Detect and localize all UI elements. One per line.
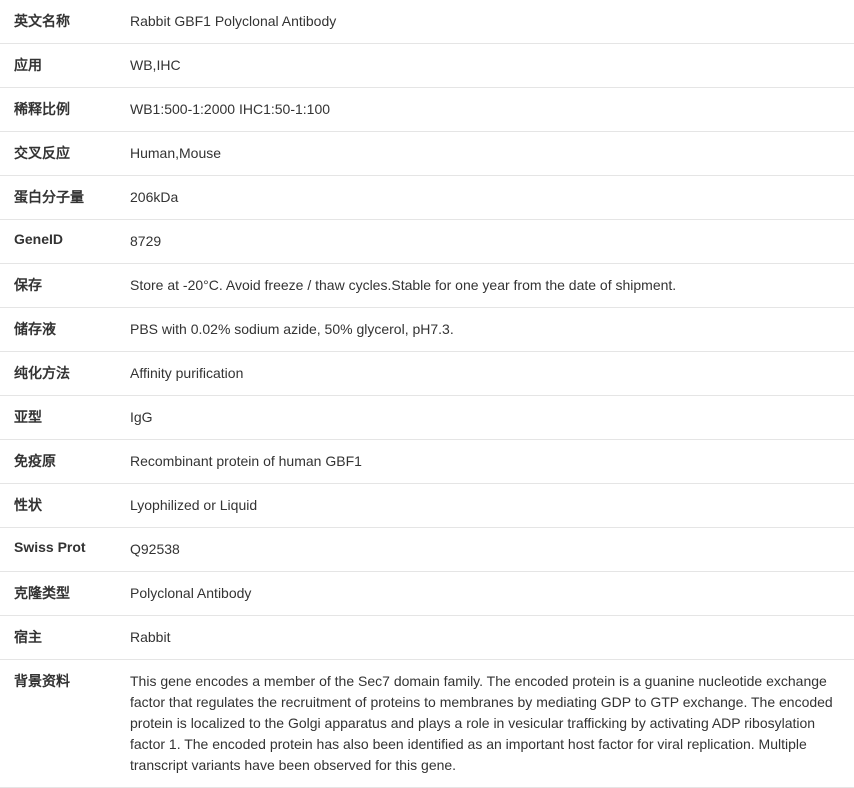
spec-label: 性状 xyxy=(0,484,130,528)
spec-value: Q92538 xyxy=(130,528,854,572)
table-row: 宿主 Rabbit xyxy=(0,616,854,660)
spec-label: 稀释比例 xyxy=(0,88,130,132)
spec-value: IgG xyxy=(130,396,854,440)
table-row: 纯化方法 Affinity purification xyxy=(0,352,854,396)
table-row: 性状 Lyophilized or Liquid xyxy=(0,484,854,528)
table-row: 保存 Store at -20°C. Avoid freeze / thaw c… xyxy=(0,264,854,308)
spec-label: 背景资料 xyxy=(0,660,130,788)
table-row: 应用 WB,IHC xyxy=(0,44,854,88)
spec-value: WB1:500-1:2000 IHC1:50-1:100 xyxy=(130,88,854,132)
spec-value: Lyophilized or Liquid xyxy=(130,484,854,528)
table-row: 背景资料 This gene encodes a member of the S… xyxy=(0,660,854,788)
spec-label: 宿主 xyxy=(0,616,130,660)
table-row: 英文名称 Rabbit GBF1 Polyclonal Antibody xyxy=(0,0,854,44)
spec-label: 蛋白分子量 xyxy=(0,176,130,220)
spec-value: Recombinant protein of human GBF1 xyxy=(130,440,854,484)
spec-value: Rabbit xyxy=(130,616,854,660)
table-row: 储存液 PBS with 0.02% sodium azide, 50% gly… xyxy=(0,308,854,352)
spec-label: 保存 xyxy=(0,264,130,308)
spec-table: 英文名称 Rabbit GBF1 Polyclonal Antibody 应用 … xyxy=(0,0,854,788)
table-row: 亚型 IgG xyxy=(0,396,854,440)
table-row: 克隆类型 Polyclonal Antibody xyxy=(0,572,854,616)
spec-label: Swiss Prot xyxy=(0,528,130,572)
spec-label: GeneID xyxy=(0,220,130,264)
spec-label: 亚型 xyxy=(0,396,130,440)
spec-value: Store at -20°C. Avoid freeze / thaw cycl… xyxy=(130,264,854,308)
spec-label: 应用 xyxy=(0,44,130,88)
spec-label: 交叉反应 xyxy=(0,132,130,176)
table-row: 免疫原 Recombinant protein of human GBF1 xyxy=(0,440,854,484)
spec-value: This gene encodes a member of the Sec7 d… xyxy=(130,660,854,788)
spec-label: 纯化方法 xyxy=(0,352,130,396)
table-row: Swiss Prot Q92538 xyxy=(0,528,854,572)
spec-value: WB,IHC xyxy=(130,44,854,88)
table-row: 交叉反应 Human,Mouse xyxy=(0,132,854,176)
spec-value: Polyclonal Antibody xyxy=(130,572,854,616)
spec-value: 8729 xyxy=(130,220,854,264)
spec-value: 206kDa xyxy=(130,176,854,220)
spec-label: 储存液 xyxy=(0,308,130,352)
table-row: 稀释比例 WB1:500-1:2000 IHC1:50-1:100 xyxy=(0,88,854,132)
spec-value: Rabbit GBF1 Polyclonal Antibody xyxy=(130,0,854,44)
table-row: 蛋白分子量 206kDa xyxy=(0,176,854,220)
spec-value: Affinity purification xyxy=(130,352,854,396)
spec-label: 英文名称 xyxy=(0,0,130,44)
table-row: GeneID 8729 xyxy=(0,220,854,264)
spec-table-body: 英文名称 Rabbit GBF1 Polyclonal Antibody 应用 … xyxy=(0,0,854,788)
spec-label: 免疫原 xyxy=(0,440,130,484)
spec-value: PBS with 0.02% sodium azide, 50% glycero… xyxy=(130,308,854,352)
spec-value: Human,Mouse xyxy=(130,132,854,176)
spec-label: 克隆类型 xyxy=(0,572,130,616)
